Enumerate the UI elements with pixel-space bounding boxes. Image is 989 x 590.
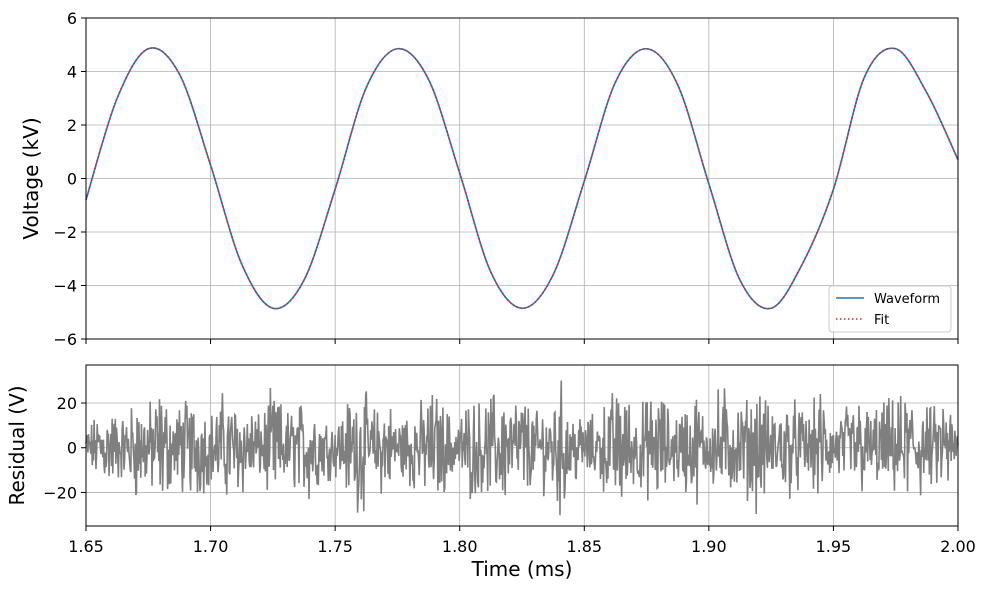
x-axis-label: Time (ms) [471,557,573,581]
waveform-line [85,47,959,310]
voltage-series [85,47,959,310]
voltage-grid [85,18,959,339]
legend: Waveform Fit [828,285,952,333]
voltage-panel: 6 4 2 0 −2 −4 −6 Voltage (kV) Waveform Fit [19,9,959,349]
x-tick-label: 1.65 [68,537,104,556]
x-tick-label: 1.95 [816,537,852,556]
x-tick-label: 2.00 [940,537,976,556]
voltage-y-tick-label: −2 [53,223,77,242]
voltage-y-tick-label: −6 [53,330,77,349]
residual-line [85,380,959,516]
residual-y-tick-label: 0 [67,439,77,458]
residual-y-tick-label: 20 [57,394,77,413]
x-tick-label: 1.90 [691,537,727,556]
voltage-y-tick-label: −4 [53,277,77,296]
residual-x-ticks: 1.65 1.70 1.75 1.80 1.85 1.90 1.95 2.00 [68,526,976,556]
x-tick-label: 1.75 [317,537,353,556]
x-tick-label: 1.80 [442,537,478,556]
voltage-y-tick-label: 0 [67,170,77,189]
x-tick-label: 1.70 [193,537,229,556]
legend-waveform-label: Waveform [874,292,940,307]
voltage-y-ticks: 6 4 2 0 −2 −4 −6 [53,9,86,349]
residual-y-tick-label: −20 [43,483,77,502]
residual-y-ticks: 20 0 −20 [43,394,86,502]
x-tick-label: 1.85 [566,537,602,556]
residual-axes-frame [85,364,959,527]
residual-y-axis-label: Residual (V) [5,385,29,505]
voltage-x-ticks [85,339,959,344]
legend-fit-label: Fit [874,313,889,328]
voltage-y-tick-label: 4 [67,63,77,82]
voltage-y-tick-label: 2 [67,116,77,135]
residual-panel: 200−20 1.65 1.70 1.75 1.80 1.85 1.90 1.95 2.00 … [5,364,976,581]
voltage-y-tick-label: 6 [67,9,77,28]
voltage-y-axis-label: Voltage (kV) [19,117,43,239]
residual-series [85,380,959,516]
